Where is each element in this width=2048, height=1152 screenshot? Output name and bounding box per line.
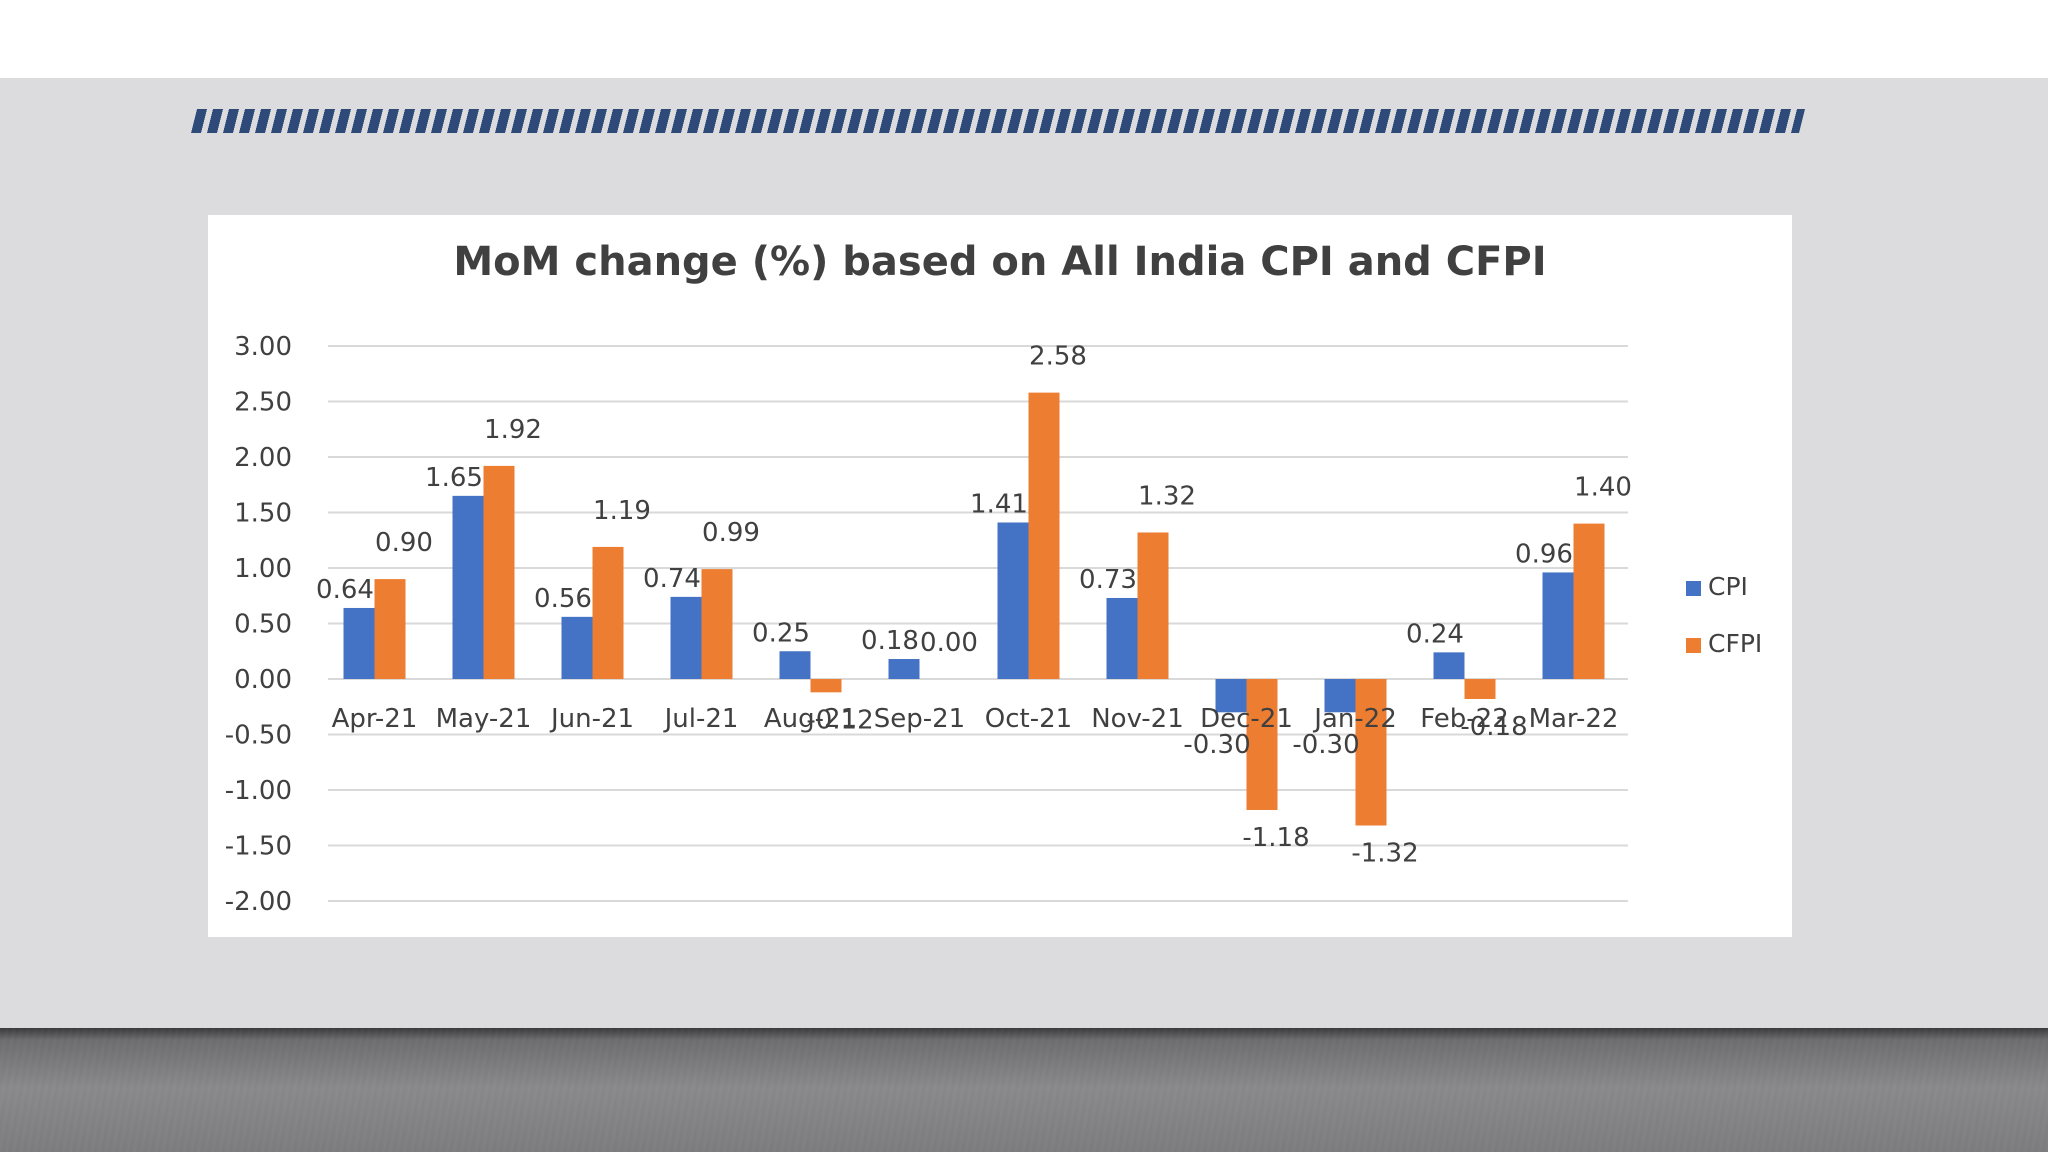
cpi-bar-mar-22 <box>1542 572 1574 679</box>
y-tick-label: 0.00 <box>234 665 292 695</box>
cpi-data-label: -0.30 <box>1292 730 1359 760</box>
cfpi-data-label: -1.32 <box>1351 839 1418 869</box>
cfpi-data-label: 0.99 <box>702 518 760 548</box>
cfpi-bar-aug-21 <box>810 679 842 693</box>
top-bar <box>0 0 2048 78</box>
x-category-label: May-21 <box>436 704 532 734</box>
bars <box>343 392 1605 826</box>
floor-background <box>0 1028 2048 1152</box>
cpi-data-label: -0.30 <box>1183 730 1250 760</box>
cpi-bar-nov-21 <box>1106 597 1138 679</box>
cpi-bar-jul-21 <box>670 596 702 679</box>
x-category-label: Mar-22 <box>1529 704 1619 734</box>
data-labels: 0.640.90 1.651.92 0.56 1.19 0.740.99 0.25 -0.1… <box>316 342 1632 869</box>
bar-chart: MoM change (%) based on All India CPI an… <box>225 239 1763 917</box>
y-tick-label: 1.00 <box>234 554 292 584</box>
y-tick-label: 2.00 <box>234 443 292 473</box>
cfpi-bar-feb-22 <box>1464 679 1496 699</box>
cpi-bar-apr-21 <box>343 607 375 679</box>
y-axis-ticks: 3.00 2.50 2.00 1.50 1.00 0.50 0.00 -0.50 -1.00 -1… <box>225 332 292 917</box>
x-category-label: Nov-21 <box>1091 704 1184 734</box>
cfpi-data-label: -0.12 <box>806 705 873 735</box>
cpi-bar-sep-21 <box>888 659 920 679</box>
cfpi-bar-jun-21 <box>592 546 624 679</box>
cpi-data-label: 0.56 <box>534 584 592 614</box>
y-tick-label: 1.50 <box>234 499 292 529</box>
x-category-label: Aug-21 <box>764 704 857 734</box>
cpi-bar-feb-22 <box>1433 652 1465 679</box>
cfpi-bar-jul-21 <box>701 569 733 679</box>
x-category-label: Dec-21 <box>1200 704 1293 734</box>
gridlines <box>328 345 1628 902</box>
y-tick-label: 3.00 <box>234 332 292 362</box>
cpi-bar-jun-21 <box>561 616 593 679</box>
cfpi-data-label: 2.58 <box>1029 342 1087 372</box>
chart-container: MoM change (%) based on All India CPI an… <box>208 215 1792 937</box>
cfpi-bar-may-21 <box>483 465 515 679</box>
cpi-bar-dec-21 <box>1215 679 1247 713</box>
cfpi-bar-jan-22 <box>1355 679 1387 826</box>
cpi-legend-label: CPI <box>1708 572 1748 601</box>
cpi-data-label: 1.65 <box>425 463 483 493</box>
y-tick-label: -1.00 <box>225 776 292 806</box>
cpi-data-label: 1.41 <box>970 489 1028 519</box>
cfpi-legend-label: CFPI <box>1708 629 1762 658</box>
cfpi-data-label: 1.92 <box>484 415 542 445</box>
x-category-label: Feb-22 <box>1420 704 1509 734</box>
x-axis-labels: Apr-21 May-21 Jun-21 Jul-21 Aug-21 Sep-21 Oct-… <box>332 704 1619 734</box>
x-category-label: Jan-22 <box>1312 704 1397 734</box>
cpi-bar-oct-21 <box>997 522 1029 679</box>
y-tick-label: -2.00 <box>225 887 292 917</box>
cpi-data-label: 0.73 <box>1079 565 1137 595</box>
cfpi-data-label: 0.90 <box>375 528 433 558</box>
cfpi-data-label: 1.32 <box>1138 481 1196 511</box>
cpi-data-label: 0.18 <box>861 626 919 656</box>
cfpi-data-label: 0.00 <box>920 628 978 658</box>
x-category-label: Jul-21 <box>663 704 739 734</box>
y-tick-label: -0.50 <box>225 721 292 751</box>
cfpi-data-label: -1.18 <box>1242 823 1309 853</box>
cfpi-bar-mar-22 <box>1573 523 1605 679</box>
chart-title: MoM change (%) based on All India CPI an… <box>453 239 1546 285</box>
cfpi-bar-nov-21 <box>1137 532 1169 679</box>
x-category-label: Apr-21 <box>332 704 418 734</box>
cpi-data-label: 0.64 <box>316 575 374 605</box>
decorative-stripe-band <box>191 109 1805 133</box>
x-category-label: Sep-21 <box>874 704 965 734</box>
cfpi-legend-swatch <box>1686 638 1701 653</box>
cpi-legend-swatch <box>1686 581 1701 596</box>
y-tick-label: -1.50 <box>225 832 292 862</box>
cfpi-bar-apr-21 <box>374 579 406 679</box>
y-tick-label: 0.50 <box>234 610 292 640</box>
x-category-label: Oct-21 <box>985 704 1072 734</box>
cfpi-bar-dec-21 <box>1246 679 1278 810</box>
cpi-data-label: 0.24 <box>1406 619 1464 649</box>
cfpi-bar-oct-21 <box>1028 392 1060 679</box>
floor-texture <box>0 1028 2048 1152</box>
cfpi-data-label: -0.18 <box>1460 712 1527 742</box>
cpi-data-label: 0.74 <box>643 564 701 594</box>
legend: CPI CFPI <box>1686 572 1762 658</box>
cpi-bar-jan-22 <box>1324 679 1356 713</box>
cfpi-data-label: 1.19 <box>593 496 651 526</box>
y-tick-label: 2.50 <box>234 388 292 418</box>
cfpi-data-label: 1.40 <box>1574 473 1632 503</box>
cpi-data-label: 0.25 <box>752 618 810 648</box>
cpi-data-label: 0.96 <box>1515 539 1573 569</box>
cpi-bar-may-21 <box>452 495 484 679</box>
x-category-label: Jun-21 <box>549 704 634 734</box>
cpi-bar-aug-21 <box>779 651 811 679</box>
